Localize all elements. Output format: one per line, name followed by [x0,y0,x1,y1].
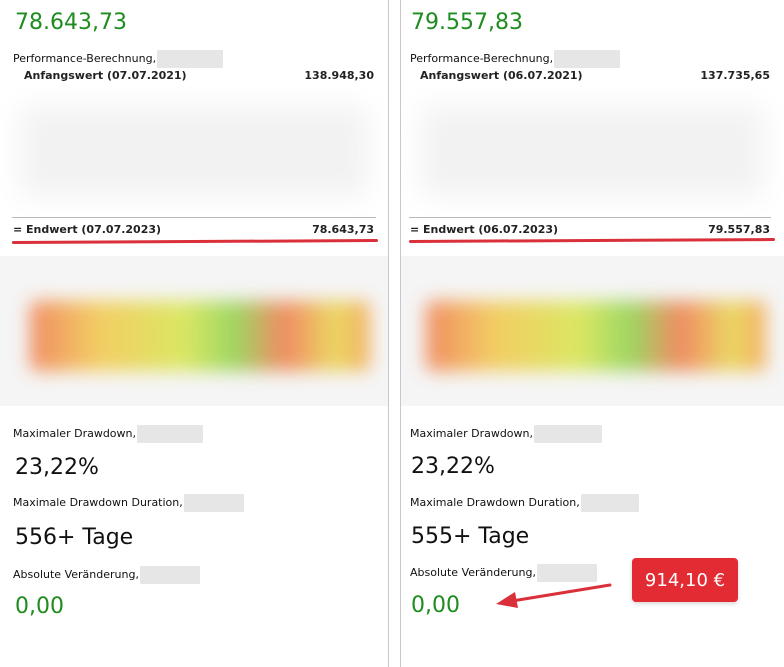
redacted-heatmap [401,256,784,406]
max-drawdown-label: Maximaler Drawdown, [410,425,603,443]
max-drawdown-label: Maximaler Drawdown, [13,425,204,443]
max-drawdown-duration-value: 555+ Tage [411,524,530,549]
redacted-value [534,425,603,443]
performance-label-text: Performance-Berechnung, [13,52,157,65]
performance-label: Performance-Berechnung, [13,50,224,68]
difference-badge: 914,10 € [632,558,738,602]
redacted-value [183,494,244,512]
start-value-row: Anfangswert (07.07.2021) 138.948,30 [24,69,374,82]
start-value-amount: 137.735,65 [700,69,770,82]
start-value-row: Anfangswert (06.07.2021) 137.735,65 [420,69,770,82]
separator [409,217,771,218]
portfolio-value: 79.557,83 [411,10,523,35]
redacted-calculation-block [401,86,784,216]
panel-divider [388,0,401,667]
start-value-amount: 138.948,30 [304,69,374,82]
performance-label-text: Performance-Berechnung, [410,52,554,65]
redacted-value [157,50,224,68]
start-value-label: Anfangswert (06.07.2021) [420,69,583,82]
max-drawdown-duration-label: Maximale Drawdown Duration, [410,494,639,512]
redacted-value [139,566,200,584]
absolute-change-label: Absolute Veränderung, [410,564,597,582]
arrow-shaft [510,583,612,603]
absolute-change-value: 0,00 [411,593,460,618]
max-drawdown-duration-label: Maximale Drawdown Duration, [13,494,244,512]
redacted-value [137,425,204,443]
absolute-change-label-text: Absolute Veränderung, [13,568,139,581]
performance-label: Performance-Berechnung, [410,50,621,68]
heatmap-strip [426,301,766,371]
end-value-amount: 78.643,73 [312,223,374,236]
heatmap-strip [30,301,370,371]
redacted-value [536,564,597,582]
absolute-change-label-text: Absolute Veränderung, [410,566,536,579]
absolute-change-label: Absolute Veränderung, [13,566,200,584]
end-value-label: = Endwert (07.07.2023) [13,223,162,236]
max-drawdown-label-text: Maximaler Drawdown, [13,427,137,440]
max-drawdown-value: 23,22% [15,455,99,480]
absolute-change-value: 0,00 [15,594,64,619]
portfolio-value: 78.643,73 [15,10,127,35]
separator [12,217,376,218]
end-value-row: = Endwert (06.07.2023) 79.557,83 [410,223,770,236]
redacted-value [580,494,639,512]
max-drawdown-duration-label-text: Maximale Drawdown Duration, [410,496,580,509]
redacted-value [554,50,621,68]
right-panel: 79.557,83 Performance-Berechnung, Anfang… [401,0,784,667]
max-drawdown-duration-label-text: Maximale Drawdown Duration, [13,496,183,509]
end-value-amount: 79.557,83 [708,223,770,236]
left-panel: 78.643,73 Performance-Berechnung, Anfang… [0,0,388,667]
arrow-head [496,592,518,608]
end-value-row: = Endwert (07.07.2023) 78.643,73 [13,223,374,236]
max-drawdown-duration-value: 556+ Tage [15,525,134,550]
max-drawdown-value: 23,22% [411,454,495,479]
end-value-label: = Endwert (06.07.2023) [410,223,559,236]
redacted-heatmap [0,256,388,406]
redacted-calculation-block [0,86,388,216]
max-drawdown-label-text: Maximaler Drawdown, [410,427,534,440]
start-value-label: Anfangswert (07.07.2021) [24,69,187,82]
